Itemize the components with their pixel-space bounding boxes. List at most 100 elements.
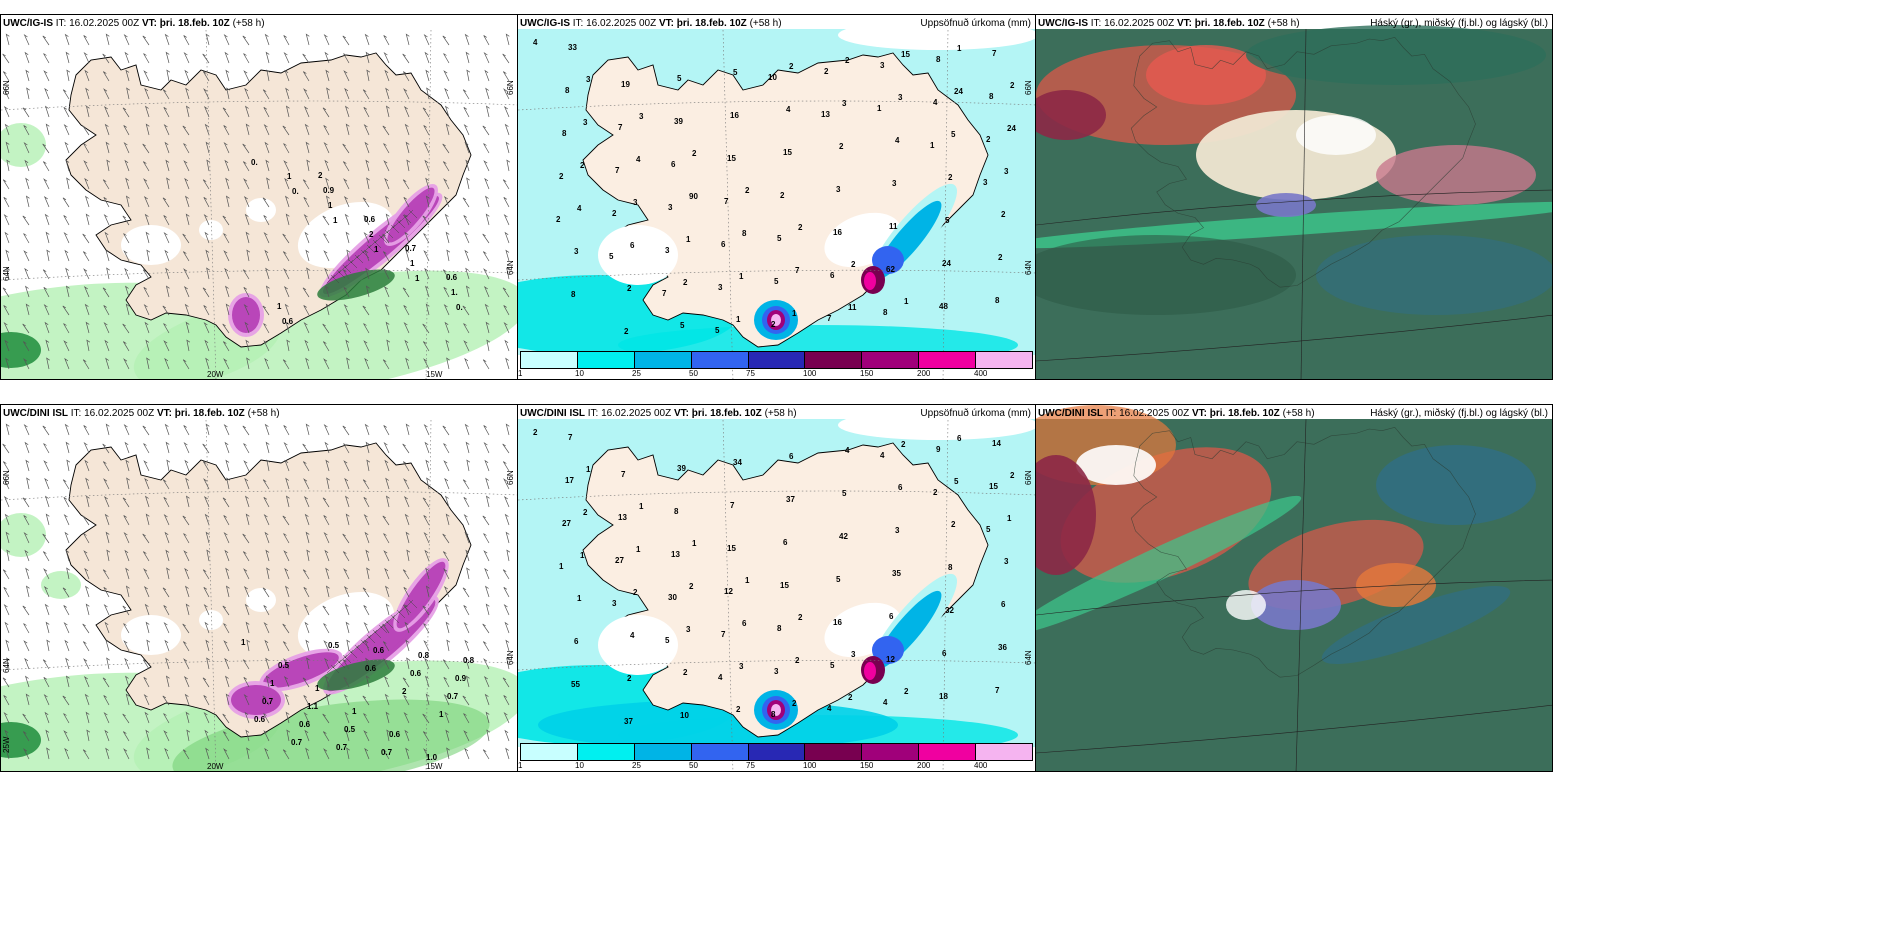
wind-barb <box>246 639 251 652</box>
wind-barb <box>303 71 310 82</box>
wind-barb <box>345 123 350 136</box>
wind-barb <box>86 729 91 742</box>
wind-barb <box>343 53 350 64</box>
wind-barb <box>105 639 110 652</box>
wind-barb <box>163 514 170 526</box>
wind-barb <box>242 143 250 154</box>
wind-barb <box>403 105 410 118</box>
snow-value-label: 1 <box>270 679 275 688</box>
snow-value-label: 0.6 <box>364 215 376 224</box>
wind-barb <box>265 657 270 670</box>
wind-barb <box>383 425 390 436</box>
wind-barb <box>243 551 250 562</box>
hatch <box>362 634 376 644</box>
wind-barb <box>365 657 370 670</box>
wind-barb <box>144 87 150 100</box>
wind-barb <box>185 87 190 100</box>
precip-value-label: 24 <box>1007 124 1016 133</box>
wind-barb <box>406 159 411 172</box>
wind-barb <box>502 287 510 298</box>
hatch <box>404 209 418 219</box>
wind-barb <box>343 568 350 580</box>
colorbar-ticks: 1 10 25 50 75 100 150 200 400 <box>518 761 1033 771</box>
wind-barb <box>323 358 330 370</box>
value-labels: 10.5110.61.00.811.10.50.70.80.90.70.60.7… <box>241 638 475 762</box>
precip-area <box>1 123 46 167</box>
longitude-line <box>1295 418 1307 771</box>
wind-barb <box>6 657 10 670</box>
snow-value-label: 1 <box>241 638 246 647</box>
wind-barb <box>306 657 310 670</box>
wind-barb <box>483 658 490 670</box>
precip-value-label: 5 <box>836 575 841 584</box>
wind-barb <box>463 514 470 526</box>
wind-barb <box>264 423 270 436</box>
precip-value-label: 6 <box>721 240 726 249</box>
wind-barb <box>202 287 210 298</box>
wind-barb <box>143 178 150 190</box>
wind-barb <box>465 159 470 172</box>
wind-barb <box>343 195 350 208</box>
precip-value-label: 12 <box>886 655 895 664</box>
wind-barb <box>463 107 470 118</box>
wind-barb <box>405 141 410 154</box>
wind-barb <box>304 729 310 742</box>
wind-barb <box>482 515 490 526</box>
precip-value-label: 2 <box>789 62 794 71</box>
wind-barb <box>503 695 510 706</box>
wind-barb <box>64 141 70 154</box>
wind-barb <box>506 549 511 562</box>
wind-barb <box>262 305 270 316</box>
wind-barb <box>102 287 110 298</box>
precip-core <box>771 704 781 716</box>
no-precip <box>598 225 678 285</box>
wind-barb <box>463 497 470 508</box>
precip-value-label: 3 <box>686 625 691 634</box>
wind-barb <box>302 443 310 454</box>
precip-value-label: 1 <box>745 576 750 585</box>
wind-barb <box>383 550 390 562</box>
wind-barb <box>203 71 210 82</box>
wind-barbs <box>2 33 511 370</box>
wind-barb <box>62 587 70 598</box>
wind-barb <box>262 587 270 598</box>
wind-barb <box>166 177 170 190</box>
precip-value-label: 1 <box>877 104 882 113</box>
wind-barb <box>245 339 250 352</box>
colorbar-swatch <box>691 352 749 368</box>
precip-value-label: 8 <box>995 296 1000 305</box>
wind-barb <box>22 107 30 118</box>
wind-barb <box>26 477 30 490</box>
wind-barb <box>305 423 310 436</box>
longitude-line <box>425 419 432 771</box>
wind-barb <box>206 549 211 562</box>
wind-barb <box>423 623 430 634</box>
wind-barb <box>5 33 10 46</box>
wind-barb <box>145 339 150 352</box>
precip-value-label: 6 <box>1001 600 1006 609</box>
wind-barb <box>103 71 110 82</box>
precip-value-label: 3 <box>718 283 723 292</box>
wind-barb <box>264 639 270 652</box>
wind-barb <box>422 215 430 226</box>
precip-value-label: 27 <box>562 519 571 528</box>
wind-barb <box>322 497 330 508</box>
wind-barb <box>303 587 310 598</box>
wind-barb <box>123 341 130 352</box>
precip-value-label: 4 <box>883 698 888 707</box>
wind-barb <box>243 694 250 706</box>
wind-barb <box>102 443 110 454</box>
wind-barb <box>505 639 510 652</box>
precip-value-label: 15 <box>780 581 789 590</box>
wind-barb <box>443 443 450 454</box>
hatch <box>338 654 352 664</box>
wind-barb <box>286 339 291 352</box>
precip-value-label: 3 <box>668 203 673 212</box>
precip-value-label: 3 <box>836 185 841 194</box>
wind-barb <box>424 441 430 454</box>
latitude-label: 66N <box>1024 80 1033 95</box>
hatch <box>332 659 346 669</box>
cloud-field <box>1376 145 1536 205</box>
wind-barb <box>244 495 250 508</box>
wind-barb <box>205 357 210 370</box>
